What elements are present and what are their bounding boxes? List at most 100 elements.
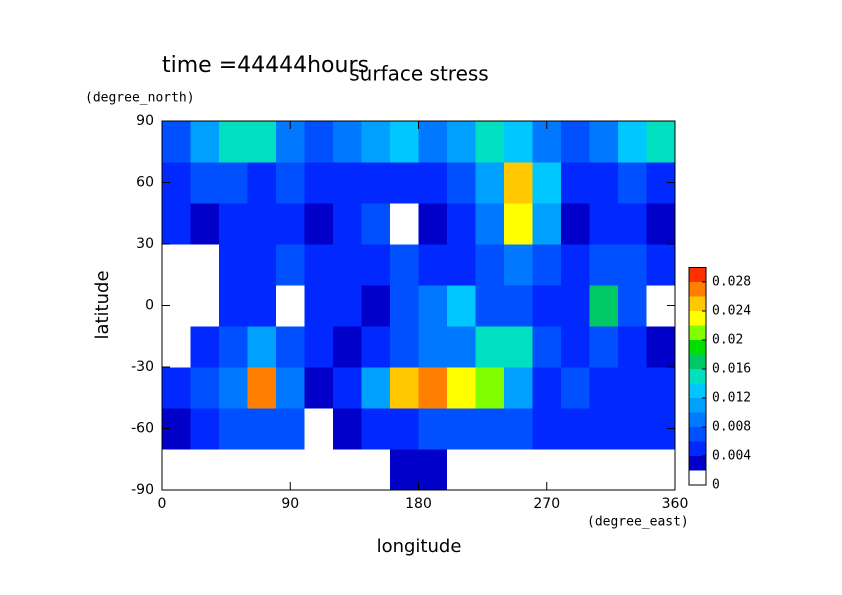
contour-cell — [190, 367, 220, 409]
contour-cell — [333, 203, 362, 245]
contour-cell — [333, 449, 362, 491]
contour-cell — [618, 326, 647, 368]
contour-cell — [276, 285, 305, 327]
contour-cell — [447, 203, 476, 245]
x-tick-label: 90 — [281, 496, 299, 512]
contour-cell — [361, 162, 391, 204]
contour-cell — [532, 203, 562, 245]
contour-cell — [561, 326, 590, 368]
contour-cell — [532, 408, 562, 450]
contour-cell — [247, 408, 277, 450]
contour-cell — [561, 121, 590, 163]
contour-cell — [646, 367, 676, 409]
contour-cell — [475, 121, 505, 163]
contour-cell — [304, 449, 334, 491]
contour-cell — [475, 449, 505, 491]
chart-title: surface stress — [349, 62, 488, 86]
contour-cell — [447, 367, 476, 409]
contour-cell — [475, 408, 505, 450]
contour-cell — [618, 203, 647, 245]
contour-cell — [504, 408, 533, 450]
contour-cell — [646, 244, 676, 286]
contour-cell — [219, 121, 248, 163]
contour-cell — [219, 285, 248, 327]
contour-cell — [247, 326, 277, 368]
contour-cell — [589, 121, 619, 163]
contour-cell — [333, 326, 362, 368]
contour-cell — [589, 203, 619, 245]
colorbar-tick-label: 0.008 — [712, 420, 751, 435]
x-axis-label: longitude — [377, 536, 462, 557]
colorbar-band — [689, 456, 706, 471]
contour-cell — [618, 121, 647, 163]
colorbar-band — [689, 427, 706, 442]
colorbar-tick-label: 0.016 — [712, 362, 751, 377]
chart-subtitle: time =44444hours — [162, 53, 369, 78]
contour-cell — [618, 408, 647, 450]
colorbar-tick-label: 0.024 — [712, 304, 751, 319]
contour-cell — [276, 162, 305, 204]
colorbar-band — [689, 311, 706, 326]
contour-cell — [447, 408, 476, 450]
colorbar-tick-label: 0.028 — [712, 275, 751, 290]
contour-cell — [162, 203, 191, 245]
contour-cell — [418, 367, 448, 409]
contour-cell — [618, 162, 647, 204]
contour-cell — [504, 203, 533, 245]
contour-cell — [247, 244, 277, 286]
contour-cell — [475, 244, 505, 286]
colorbar-band — [689, 441, 706, 456]
contour-cell — [361, 244, 391, 286]
contour-cell — [219, 367, 248, 409]
contour-cell — [390, 203, 419, 245]
contour-cell — [447, 326, 476, 368]
contour-cell — [618, 367, 647, 409]
contour-cell — [390, 285, 419, 327]
contour-cell — [190, 121, 220, 163]
contour-cell — [247, 121, 277, 163]
colorbar-tick-label: 0.004 — [712, 449, 751, 464]
y-units: (degree_north) — [85, 91, 195, 106]
colorbar-band — [689, 398, 706, 413]
contour-cell — [390, 367, 419, 409]
contour-cell — [504, 449, 533, 491]
contour-cell — [504, 121, 533, 163]
contour-cell — [618, 244, 647, 286]
contour-cell — [561, 244, 590, 286]
colorbar-tick-label: 0.02 — [712, 333, 743, 348]
contour-cell — [276, 326, 305, 368]
contour-cell — [390, 162, 419, 204]
contour-cell — [447, 449, 476, 491]
y-tick-label: 30 — [136, 236, 154, 252]
x-tick-label: 0 — [158, 496, 167, 512]
contour-cell — [333, 244, 362, 286]
x-tick-label: 360 — [662, 496, 689, 512]
contour-cell — [219, 162, 248, 204]
contour-cell — [361, 449, 391, 491]
contour-cell — [646, 121, 676, 163]
contour-cell — [589, 162, 619, 204]
contour-cell — [162, 367, 191, 409]
contour-cell — [190, 285, 220, 327]
colorbar-band — [689, 340, 706, 355]
contour-cell — [418, 408, 448, 450]
contour-cell — [475, 162, 505, 204]
contour-cell — [447, 244, 476, 286]
contour-cell — [390, 449, 419, 491]
contour-cell — [504, 285, 533, 327]
contour-cell — [618, 449, 647, 491]
contour-cell — [418, 203, 448, 245]
colorbar-band — [689, 354, 706, 369]
contour-cell — [219, 326, 248, 368]
contour-cell — [190, 408, 220, 450]
contour-cell — [589, 244, 619, 286]
contour-cell — [475, 285, 505, 327]
contour-cell — [304, 121, 334, 163]
contour-cell — [589, 326, 619, 368]
contour-cell — [418, 326, 448, 368]
colorbar-band — [689, 383, 706, 398]
contour-cell — [247, 449, 277, 491]
contour-cell — [561, 162, 590, 204]
contour-cell — [333, 367, 362, 409]
